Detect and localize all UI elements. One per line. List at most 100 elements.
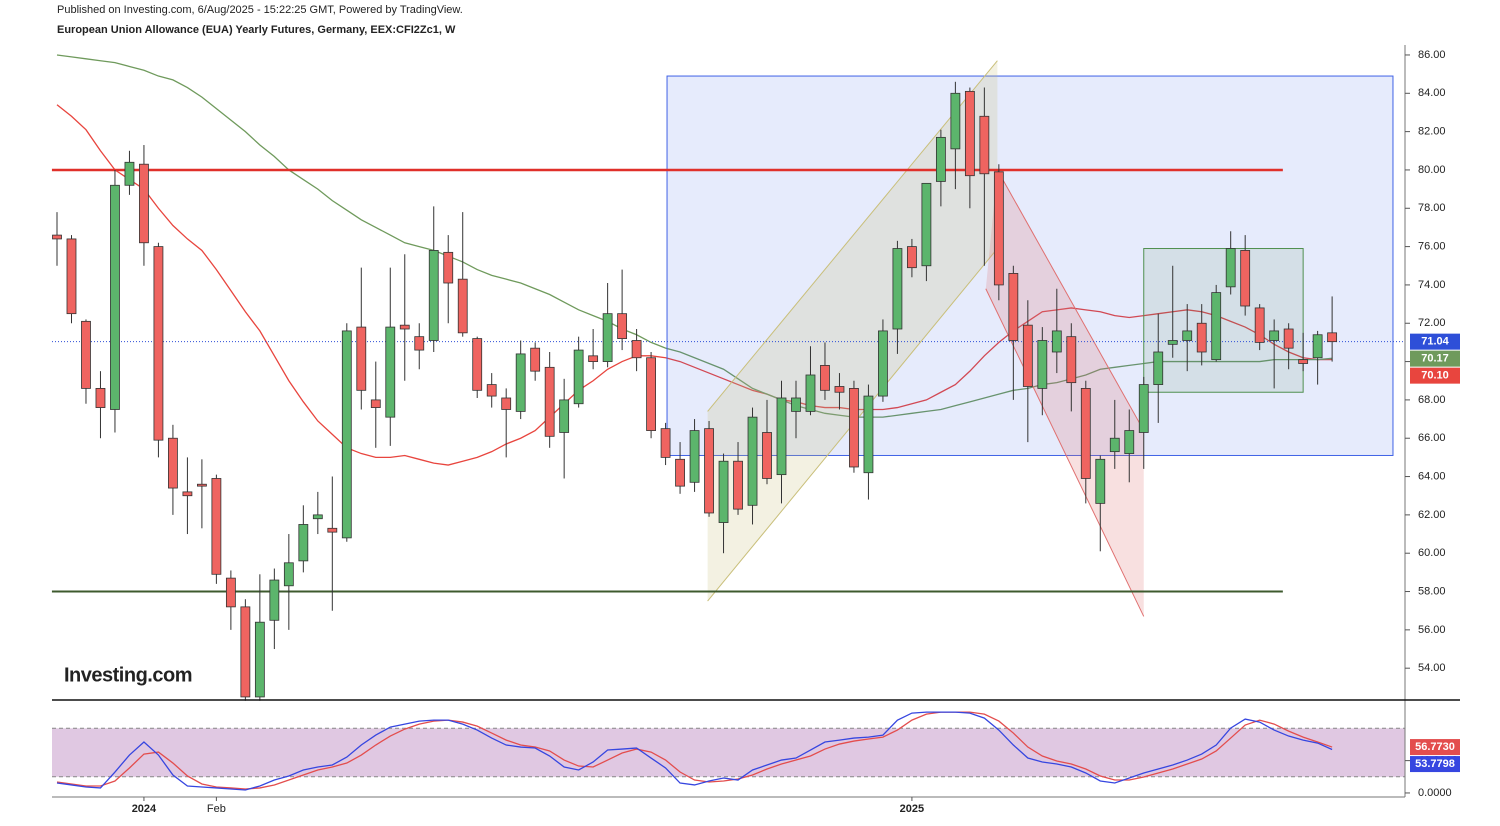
candle-body xyxy=(979,115,990,175)
candle-body xyxy=(428,250,439,341)
candle-body xyxy=(298,524,309,562)
price-box-label: 70.10 xyxy=(1421,370,1449,382)
candle-body xyxy=(993,171,1004,286)
candle-body xyxy=(269,579,280,621)
candle-body xyxy=(964,90,975,177)
candle-body xyxy=(95,388,106,408)
candle-body xyxy=(1080,388,1091,479)
candle-body xyxy=(1327,332,1338,343)
candle-body xyxy=(1211,292,1222,361)
oscillator-pane xyxy=(52,711,1405,791)
candle-body xyxy=(1283,328,1294,349)
candle-body xyxy=(849,388,859,468)
price-box xyxy=(1410,739,1460,756)
candle-body xyxy=(805,374,816,412)
candle-body xyxy=(457,278,468,334)
candle-body xyxy=(211,478,222,575)
candle-body xyxy=(385,326,396,418)
subtitle: Published on Investing.com, 6/Aug/2025 -… xyxy=(57,4,463,16)
candle-body xyxy=(356,326,367,391)
price-box-label: 53.7798 xyxy=(1415,758,1455,770)
candle-body xyxy=(559,399,570,433)
zone xyxy=(1143,248,1304,393)
candle-body xyxy=(1124,430,1135,454)
candle-body xyxy=(1269,330,1280,341)
candle-body xyxy=(341,330,352,539)
channel-upper xyxy=(707,60,998,412)
candle-body xyxy=(414,336,425,351)
price-box-label: 71.04 xyxy=(1421,336,1449,348)
price-box-label: 56.7730 xyxy=(1415,741,1455,753)
line-series xyxy=(56,711,1333,791)
candle-body xyxy=(602,313,613,362)
x-tick-label: 2024 xyxy=(132,803,157,815)
candle-body xyxy=(66,238,77,315)
candle-body xyxy=(1008,273,1019,341)
x-tick-label: 2025 xyxy=(900,803,924,815)
candle-body xyxy=(1138,384,1149,433)
candle-body xyxy=(544,366,555,437)
price-box xyxy=(1410,367,1460,384)
candle-body xyxy=(1153,351,1164,385)
candle-body xyxy=(182,491,193,497)
candle-body xyxy=(225,577,236,608)
candle-body xyxy=(124,161,135,186)
candle-body xyxy=(1066,336,1077,384)
candle-body xyxy=(646,357,656,431)
candle-body xyxy=(501,397,512,410)
candle-body xyxy=(196,483,207,487)
candle-body xyxy=(1182,330,1193,341)
candle-body xyxy=(139,163,149,244)
candle-body xyxy=(240,606,251,698)
candle-body xyxy=(52,234,62,240)
y-tick-label: 78.00 xyxy=(1418,202,1446,214)
candle-body xyxy=(935,136,946,182)
candle-body xyxy=(1298,359,1309,364)
price-box xyxy=(1410,333,1460,350)
price-box xyxy=(1410,350,1460,367)
y-tick-label: 84.00 xyxy=(1418,87,1446,99)
candle-body xyxy=(921,182,932,267)
candle-body xyxy=(718,460,729,523)
candle-body xyxy=(660,428,671,458)
line-series xyxy=(56,54,1333,418)
y-tick-label: 62.00 xyxy=(1418,509,1446,521)
line-series xyxy=(56,711,1333,790)
y-tick-label: 86.00 xyxy=(1418,49,1446,61)
candle-body xyxy=(863,395,874,474)
candle-body xyxy=(689,430,700,483)
candle-body xyxy=(791,397,801,412)
y-tick-label: 76.00 xyxy=(1418,241,1446,253)
price-box-label: 70.17 xyxy=(1421,353,1449,365)
y-tick-label: 68.00 xyxy=(1418,394,1446,406)
y-tick-label: 80.00 xyxy=(1418,164,1446,176)
candle-body xyxy=(1051,330,1062,353)
candle-body xyxy=(1095,458,1106,504)
channel-lower xyxy=(985,288,1145,617)
candle-body xyxy=(443,251,454,284)
chart-title: European Union Allowance (EUA) Yearly Fu… xyxy=(57,24,456,36)
candle-body xyxy=(704,428,714,514)
x-tick-label: Feb xyxy=(207,803,226,815)
y-tick-label: 56.00 xyxy=(1418,624,1446,636)
y-tick-label: 58.00 xyxy=(1418,585,1446,597)
candle-body xyxy=(530,347,541,372)
y-tick-label: 82.00 xyxy=(1418,126,1446,138)
channel-fill xyxy=(985,169,1144,617)
candle-body xyxy=(312,514,323,520)
candle-body xyxy=(153,246,164,441)
candle-body xyxy=(747,416,758,506)
candle-body xyxy=(486,384,497,397)
candle-body xyxy=(399,324,410,330)
candle-body xyxy=(762,432,772,479)
candle-body xyxy=(81,320,91,389)
candle-body xyxy=(631,340,642,359)
candle-body xyxy=(327,527,338,533)
candle-body xyxy=(472,338,483,391)
candle-body xyxy=(1312,334,1323,359)
line-series xyxy=(56,104,1333,466)
main-pane xyxy=(51,54,1405,701)
candle-body xyxy=(1109,437,1120,453)
candle-body xyxy=(1022,324,1033,387)
